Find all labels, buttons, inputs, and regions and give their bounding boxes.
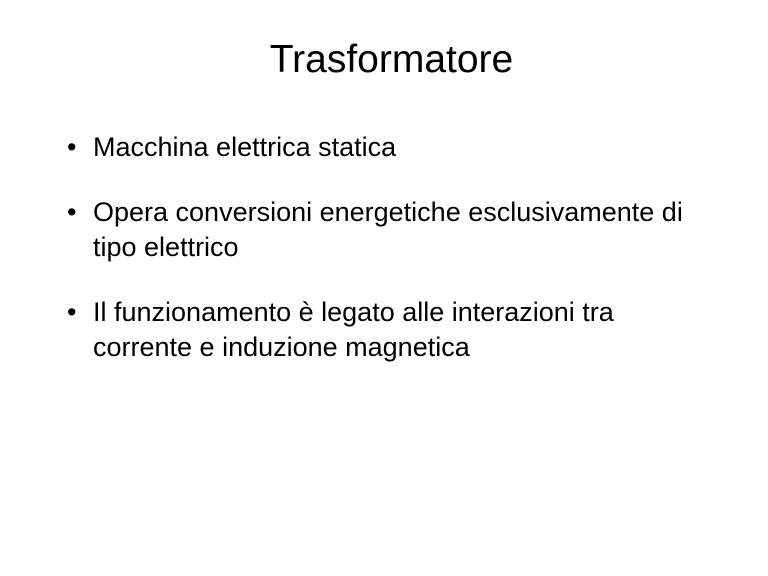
bullet-item: Opera conversioni energetiche esclusivam… (65, 195, 718, 265)
slide-container: Trasformatore Macchina elettrica statica… (0, 0, 768, 576)
bullet-item: Macchina elettrica statica (65, 130, 718, 165)
bullet-list: Macchina elettrica statica Opera convers… (65, 130, 718, 365)
slide-title: Trasformatore (65, 38, 718, 82)
bullet-item: Il funzionamento è legato alle interazio… (65, 295, 718, 365)
